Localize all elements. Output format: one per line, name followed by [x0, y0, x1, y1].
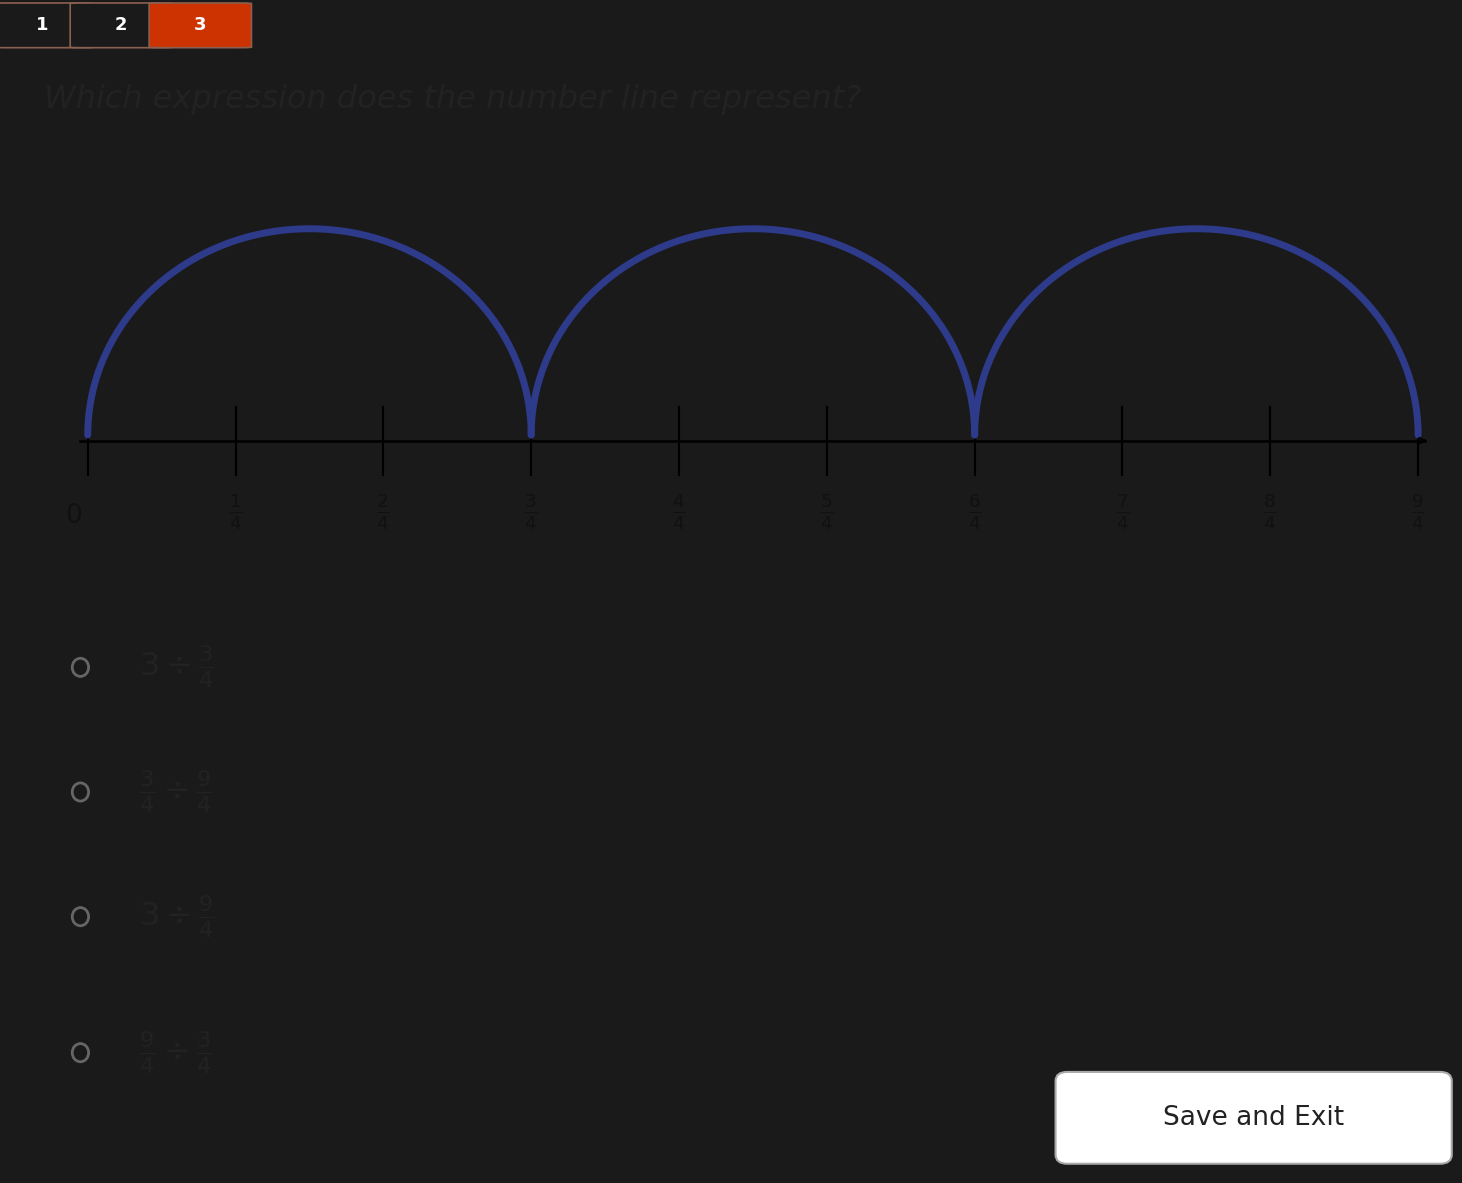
Text: 3: 3	[194, 17, 206, 34]
Text: $\frac{3}{4} \div \frac{9}{4}$: $\frac{3}{4} \div \frac{9}{4}$	[139, 769, 212, 815]
Text: $3 \div \frac{3}{4}$: $3 \div \frac{3}{4}$	[139, 645, 215, 691]
Text: $\frac{6}{4}$: $\frac{6}{4}$	[968, 492, 981, 532]
Text: $\frac{5}{4}$: $\frac{5}{4}$	[820, 492, 833, 532]
Text: $\frac{9}{4}$: $\frac{9}{4}$	[1411, 492, 1425, 532]
Text: 2: 2	[115, 17, 127, 34]
Text: $0$: $0$	[64, 503, 82, 529]
FancyBboxPatch shape	[149, 4, 251, 47]
Text: $\frac{1}{4}$: $\frac{1}{4}$	[228, 492, 243, 532]
FancyBboxPatch shape	[70, 4, 173, 47]
Text: $\frac{2}{4}$: $\frac{2}{4}$	[377, 492, 390, 532]
Text: $\frac{9}{4} \div \frac{3}{4}$: $\frac{9}{4} \div \frac{3}{4}$	[139, 1029, 212, 1075]
Text: $\frac{7}{4}$: $\frac{7}{4}$	[1116, 492, 1129, 532]
Text: 1: 1	[37, 17, 48, 34]
Text: $\frac{4}{4}$: $\frac{4}{4}$	[673, 492, 686, 532]
Text: $3 \div \frac{9}{4}$: $3 \div \frac{9}{4}$	[139, 893, 215, 939]
FancyBboxPatch shape	[1056, 1072, 1452, 1164]
Text: Save and Exit: Save and Exit	[1164, 1105, 1344, 1131]
FancyBboxPatch shape	[0, 4, 94, 47]
Text: $\frac{3}{4}$: $\frac{3}{4}$	[525, 492, 538, 532]
Text: $\frac{8}{4}$: $\frac{8}{4}$	[1263, 492, 1278, 532]
Text: Which expression does the number line represent?: Which expression does the number line re…	[44, 84, 861, 115]
